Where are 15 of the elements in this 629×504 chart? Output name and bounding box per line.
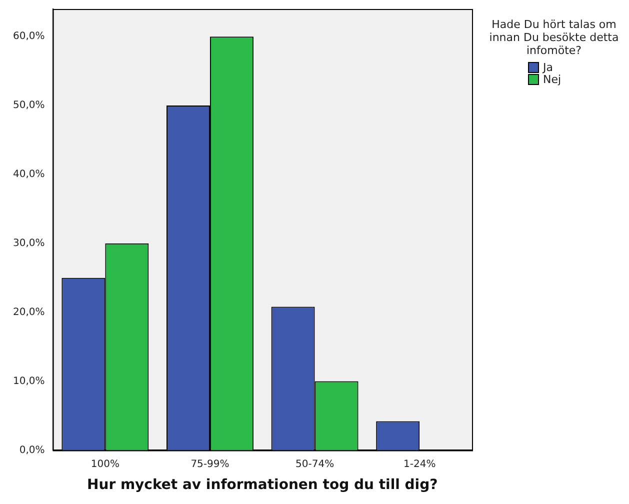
- x-tick-label: 1-24%: [403, 458, 436, 470]
- y-tick-label: 30,0%: [12, 238, 45, 249]
- x-tick-label: 100%: [90, 458, 120, 470]
- y-tick-label: 0,0%: [19, 444, 45, 456]
- legend-title: Hade Du hört talas om innan Du besökte detta infomöte?: [488, 18, 620, 57]
- y-tick-label: 10,0%: [12, 376, 45, 387]
- x-axis-title: Hur mycket av informationen tog du till dig?: [87, 477, 438, 494]
- y-tick-label: 40,0%: [12, 169, 45, 180]
- y-tick-label: 20,0%: [12, 306, 45, 318]
- x-tick-label: 75-99%: [190, 458, 230, 470]
- legend-label: Nej: [543, 72, 562, 86]
- legend-label: Ja: [543, 60, 553, 74]
- x-tick-label: 50-74%: [296, 458, 334, 470]
- y-tick-label: 50,0%: [12, 100, 45, 112]
- y-tick-label: 60,0%: [12, 31, 45, 42]
